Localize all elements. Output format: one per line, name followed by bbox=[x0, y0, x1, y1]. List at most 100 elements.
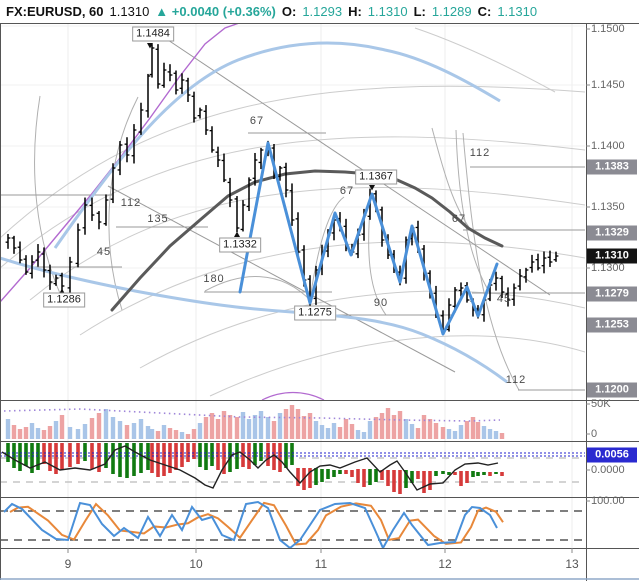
volume-bar bbox=[138, 419, 144, 439]
cycle-number-label[interactable]: 67 bbox=[451, 213, 467, 225]
cycle-number-label[interactable]: 90 bbox=[373, 297, 389, 309]
oscillator-histogram-bar bbox=[132, 443, 136, 476]
volume-bar bbox=[409, 424, 415, 439]
swing-price-label[interactable]: 1.1332 bbox=[219, 237, 261, 253]
slow-ma-line bbox=[110, 169, 504, 312]
oscillator-histogram-bar bbox=[494, 472, 498, 474]
oscillator-histogram-bar bbox=[48, 443, 52, 471]
volume-bar bbox=[124, 425, 130, 439]
oscillator-histogram-bar bbox=[308, 468, 312, 488]
volume-bar bbox=[475, 422, 481, 439]
swing-price-label[interactable]: 1.1275 bbox=[294, 305, 336, 321]
volume-bar bbox=[209, 413, 215, 439]
oscillator-histogram-bar bbox=[326, 469, 330, 479]
volume-bar bbox=[41, 430, 47, 439]
cycle-number-label[interactable]: 180 bbox=[203, 273, 225, 285]
oscillator-histogram-bar bbox=[465, 471, 469, 483]
oscillator-histogram-bar bbox=[392, 470, 396, 492]
cycle-number-label[interactable]: 45 bbox=[96, 246, 112, 258]
zigzag-line[interactable] bbox=[238, 141, 499, 336]
cycle-number-label[interactable]: 112 bbox=[505, 374, 527, 386]
oscillator-histogram-bar bbox=[422, 471, 426, 493]
oscillator-histogram-bar bbox=[266, 443, 270, 466]
volume-bar bbox=[75, 429, 81, 439]
swing-price-label[interactable]: 1.1367 bbox=[355, 169, 397, 185]
volume-bar bbox=[440, 427, 446, 439]
oscillator-histogram-bar bbox=[180, 443, 184, 467]
swing-marker bbox=[234, 231, 240, 237]
volume-bar bbox=[277, 413, 283, 439]
envelope-curve bbox=[0, 136, 585, 269]
symbol-title[interactable]: FX:EURUSD, 60 bbox=[6, 3, 104, 19]
volume-bar bbox=[5, 419, 11, 439]
cycle-arc[interactable] bbox=[309, 196, 345, 301]
oscillator-histogram-bar bbox=[453, 472, 457, 475]
envelope-curve bbox=[414, 27, 556, 93]
cycle-number-label[interactable]: 135 bbox=[147, 213, 169, 225]
volume-bar bbox=[385, 408, 391, 439]
oscillator-histogram-bar bbox=[362, 469, 366, 487]
oscillator-histogram-bar bbox=[150, 443, 154, 473]
volume-bar bbox=[221, 411, 227, 439]
indicator-value-badge: 0.0056 bbox=[587, 447, 637, 463]
oscillator-pane[interactable] bbox=[0, 443, 585, 494]
volume-bar bbox=[96, 413, 102, 439]
oscillator-histogram-bar bbox=[380, 470, 384, 480]
volume-bar bbox=[361, 432, 367, 439]
cycle-number-label[interactable]: 67 bbox=[339, 185, 355, 197]
volume-bar bbox=[464, 421, 470, 439]
envelope-curve bbox=[209, 335, 585, 397]
cycle-arc[interactable] bbox=[455, 129, 491, 294]
oscillator-histogram-bar bbox=[350, 470, 354, 477]
oscillator-histogram-bar bbox=[482, 472, 486, 475]
oscillator-histogram-bar bbox=[18, 443, 22, 471]
envelope-curve bbox=[139, 290, 585, 369]
volume-bar bbox=[234, 417, 240, 439]
cycle-number-label[interactable]: 67 bbox=[249, 115, 265, 127]
volume-bar bbox=[301, 416, 307, 439]
trend-line[interactable] bbox=[107, 185, 456, 373]
volume-bar bbox=[403, 419, 409, 439]
oscillator-histogram-bar bbox=[6, 443, 10, 462]
volume-bar bbox=[493, 431, 499, 439]
volume-pane[interactable] bbox=[3, 405, 505, 439]
volume-bar bbox=[458, 425, 464, 439]
cycle-arc[interactable] bbox=[462, 132, 520, 391]
cycle-number-label[interactable]: 112 bbox=[469, 147, 491, 159]
volume-bar bbox=[161, 425, 167, 439]
volume-bar bbox=[295, 409, 301, 439]
oscillator-histogram-bar bbox=[290, 443, 294, 465]
stochastic-pane[interactable] bbox=[0, 500, 585, 548]
oscillator-histogram-bar bbox=[111, 443, 115, 474]
oscillator-histogram-bar bbox=[368, 469, 372, 485]
cycle-arc[interactable] bbox=[34, 95, 63, 299]
swing-price-label[interactable]: 1.1484 bbox=[132, 26, 174, 42]
lower-band-line bbox=[0, 256, 508, 384]
price-axis-tick-label: 100.00 bbox=[591, 495, 625, 507]
volume-bar bbox=[203, 417, 209, 439]
oscillator-histogram-bar bbox=[344, 470, 348, 474]
purple-arc bbox=[261, 391, 325, 400]
cycle-number-label[interactable]: 112 bbox=[120, 197, 142, 209]
volume-bar bbox=[433, 423, 439, 439]
volume-bar bbox=[325, 428, 331, 439]
volume-bar bbox=[271, 421, 277, 439]
time-axis-label: 10 bbox=[189, 557, 203, 571]
oscillator-histogram-bar bbox=[488, 472, 492, 476]
volume-bar bbox=[373, 417, 379, 439]
oscillator-histogram-bar bbox=[30, 443, 34, 473]
main-price-pane[interactable] bbox=[0, 22, 585, 400]
volume-bar bbox=[23, 427, 29, 439]
volume-bar bbox=[421, 415, 427, 439]
volume-bar bbox=[29, 423, 35, 439]
oscillator-histogram-bar bbox=[476, 472, 480, 476]
oscillator-histogram-bar bbox=[156, 443, 160, 477]
trend-line[interactable] bbox=[149, 27, 551, 296]
volume-bar bbox=[53, 421, 59, 439]
cycle-arc[interactable] bbox=[108, 96, 139, 311]
high-label: H: bbox=[348, 3, 362, 19]
swing-price-label[interactable]: 1.1286 bbox=[43, 292, 85, 308]
volume-bar bbox=[391, 415, 397, 439]
cycle-number-label[interactable]: 45 bbox=[496, 293, 512, 305]
